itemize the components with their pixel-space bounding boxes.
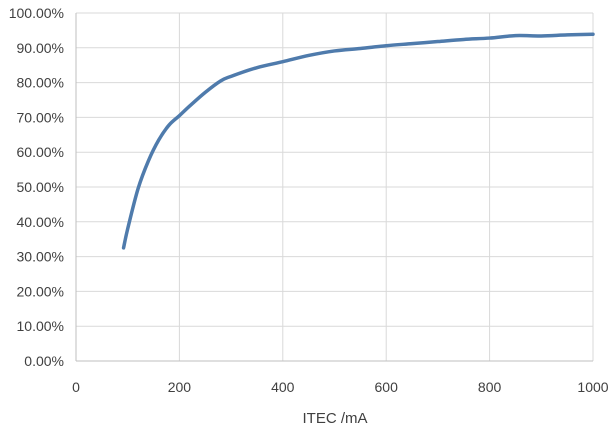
data-point [122, 246, 125, 249]
series-layer [121, 32, 595, 250]
y-tick-label: 80.00% [17, 75, 64, 91]
data-point [514, 34, 517, 37]
data-point [147, 159, 150, 162]
x-tick-label: 600 [375, 379, 399, 395]
y-tick-label: 100.00% [9, 5, 64, 21]
data-point [385, 44, 388, 47]
data-point [204, 91, 207, 94]
data-point [307, 54, 310, 57]
y-tick-label: 60.00% [17, 144, 64, 160]
x-tick-labels: 0 200 400 600 800 1000 [72, 379, 609, 395]
y-tick-labels: 0.00% 10.00% 20.00% 30.00% 40.00% 50.00% 60.00… [9, 5, 64, 369]
data-point [436, 40, 439, 43]
data-point [178, 114, 181, 117]
y-tick-label: 30.00% [17, 249, 64, 265]
y-tick-label: 90.00% [17, 40, 64, 56]
x-tick-label: 1000 [577, 379, 608, 395]
data-point [462, 38, 465, 41]
data-point [488, 36, 491, 39]
y-tick-label: 70.00% [17, 109, 64, 125]
data-point [540, 34, 543, 37]
data-point [359, 47, 362, 50]
series-line [121, 32, 595, 250]
data-point [591, 33, 594, 36]
y-tick-label: 0.00% [24, 353, 64, 369]
y-tick-label: 50.00% [17, 179, 64, 195]
y-tick-label: 10.00% [17, 318, 64, 334]
x-tick-label: 0 [72, 379, 80, 395]
data-point [333, 49, 336, 52]
grid-lines [76, 12, 594, 361]
data-point [126, 227, 129, 230]
data-point [255, 66, 258, 69]
data-point [230, 75, 233, 78]
data-point [219, 79, 222, 82]
data-point [136, 187, 139, 190]
x-tick-label: 800 [478, 379, 502, 395]
data-point [410, 42, 413, 45]
data-point [157, 138, 160, 141]
y-tick-label: 40.00% [17, 214, 64, 230]
data-point [281, 60, 284, 63]
axes [75, 13, 593, 362]
data-point [167, 123, 170, 126]
x-tick-label: 400 [271, 379, 295, 395]
data-point [566, 33, 569, 36]
y-tick-label: 20.00% [17, 283, 64, 299]
x-axis-title: ITEC /mA [302, 410, 367, 427]
data-point [188, 104, 191, 107]
x-tick-label: 200 [168, 379, 192, 395]
